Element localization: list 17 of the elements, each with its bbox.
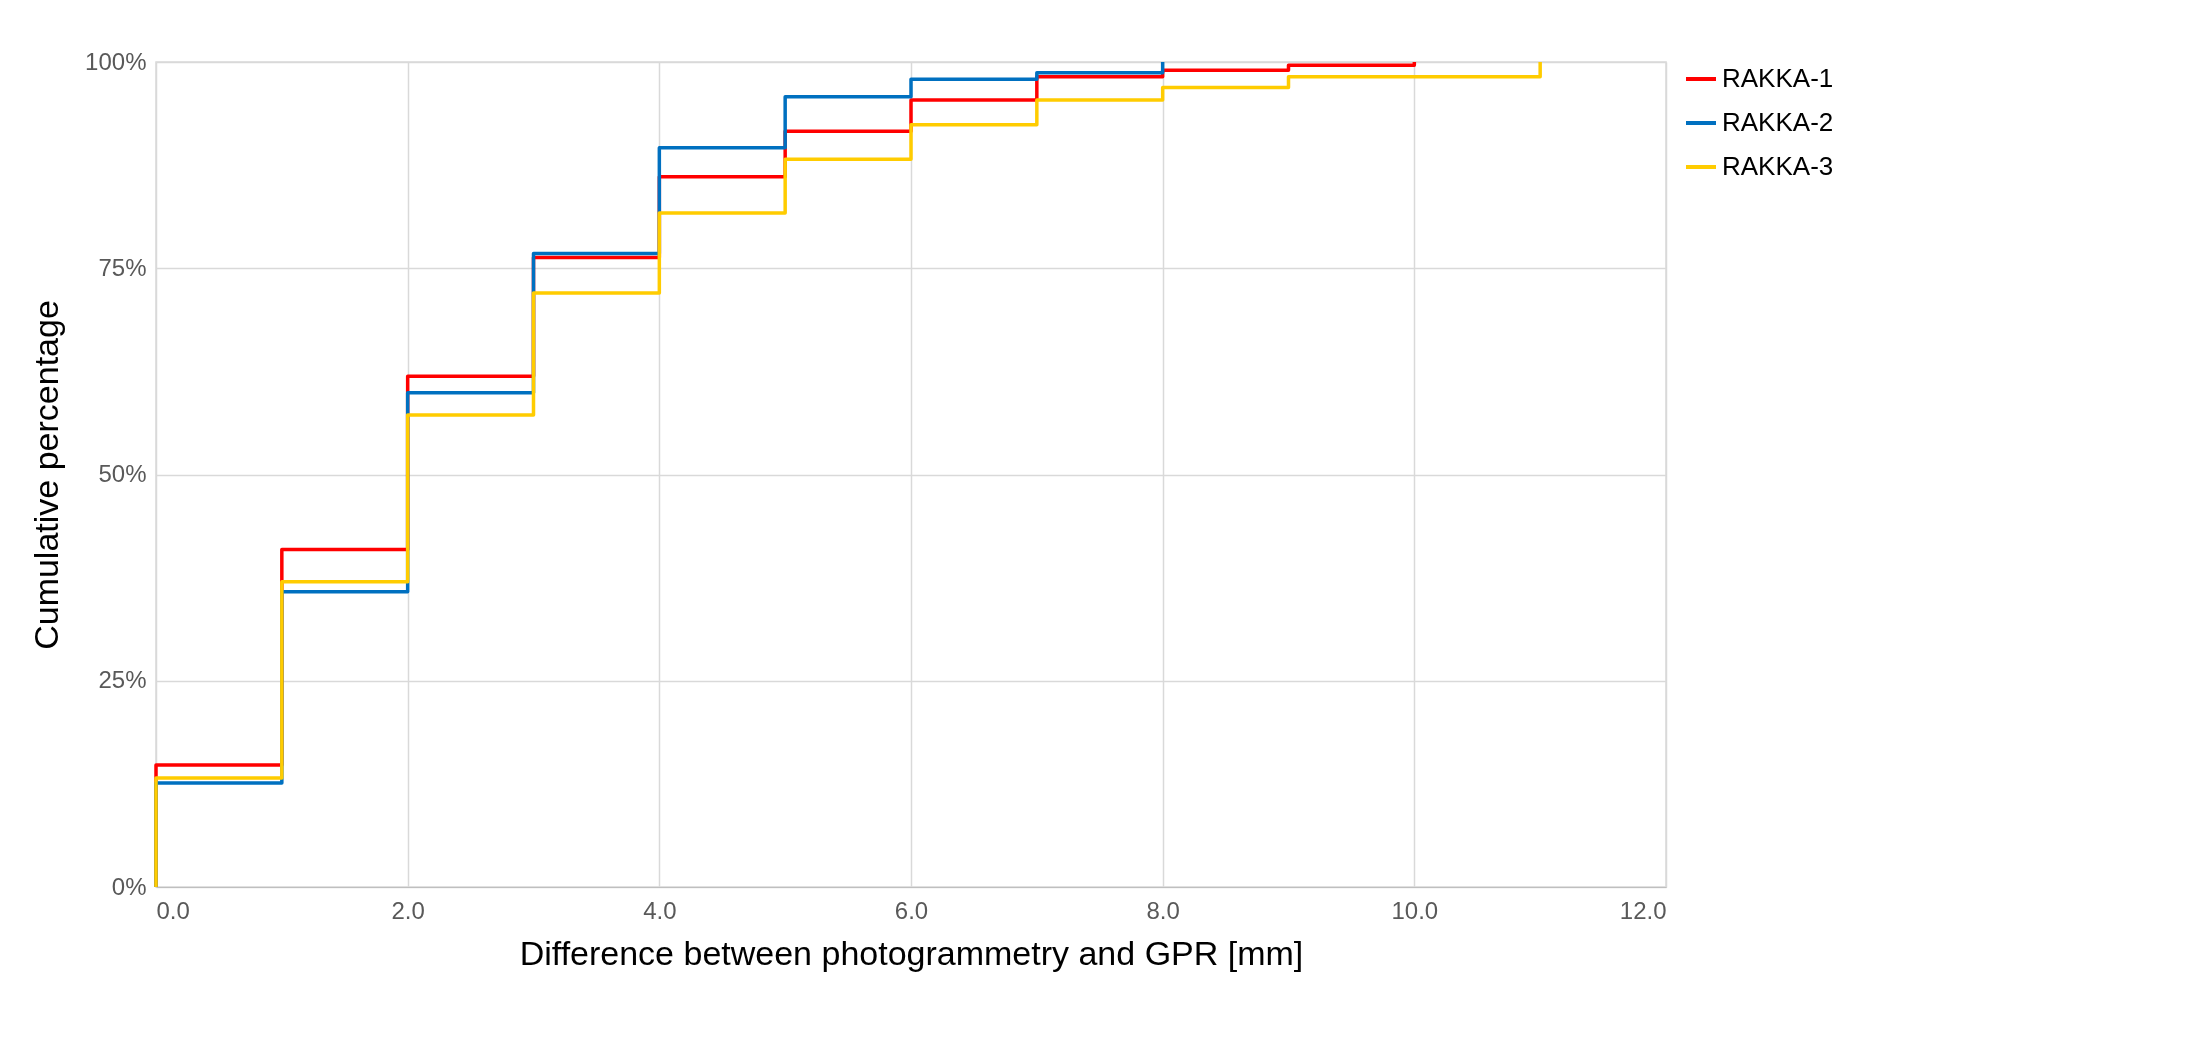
y-tick-label: 25%: [98, 666, 147, 694]
legend-label: RAKKA-1: [1722, 63, 1834, 93]
y-tick-label: 100%: [85, 47, 147, 75]
x-axis-title: Difference between photogrammetry and GPR [mm]: [519, 933, 1304, 972]
legend-label: RAKKA-3: [1722, 151, 1834, 181]
legend-label: RAKKA-2: [1722, 107, 1834, 137]
x-tick-label: 2.0: [391, 896, 425, 924]
x-tick-label: 6.0: [894, 896, 929, 924]
x-tick-label: 4.0: [643, 896, 677, 924]
y-tick-label: 75%: [98, 253, 147, 281]
x-tick-label: 8.0: [1146, 896, 1180, 924]
y-tick-label: 0%: [111, 872, 147, 900]
x-tick-label: 10.0: [1391, 896, 1439, 924]
y-tick-label: 50%: [98, 460, 147, 487]
x-tick-label: 0.0: [156, 896, 190, 924]
y-axis-title: Cumulative percentage: [27, 300, 66, 650]
x-tick-label: 12.0: [1619, 896, 1667, 924]
